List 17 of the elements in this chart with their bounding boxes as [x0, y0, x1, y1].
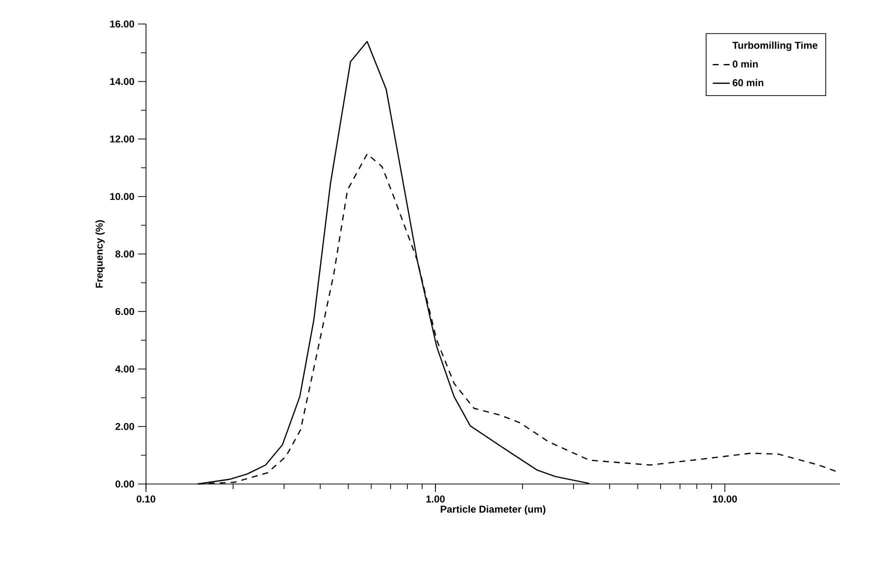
- y-tick-label: 2.00: [115, 422, 134, 430]
- y-tick-label: 0.00: [116, 480, 134, 488]
- x-tick-label: 0.10: [136, 495, 156, 503]
- x-tick-label: 10.00: [712, 495, 737, 503]
- legend-label: 60 min: [732, 78, 764, 86]
- y-tick-label: 6.00: [115, 308, 134, 316]
- y-tick-label: 16.00: [110, 20, 134, 28]
- x-axis-title: Particle Diameter (um): [440, 505, 546, 515]
- y-axis-title: Frequency (%): [95, 220, 105, 288]
- legend-title: Turbomilling Time: [732, 42, 818, 51]
- y-tick-label: 10.00: [110, 192, 134, 200]
- y-tick-label: 8.00: [115, 250, 134, 258]
- y-tick-label: 14.00: [110, 78, 134, 86]
- y-tick-label: 4.00: [115, 365, 134, 373]
- x-tick-label: 1.00: [426, 495, 445, 503]
- legend-label: 0 min: [732, 60, 758, 68]
- y-tick-label: 12.00: [110, 135, 134, 143]
